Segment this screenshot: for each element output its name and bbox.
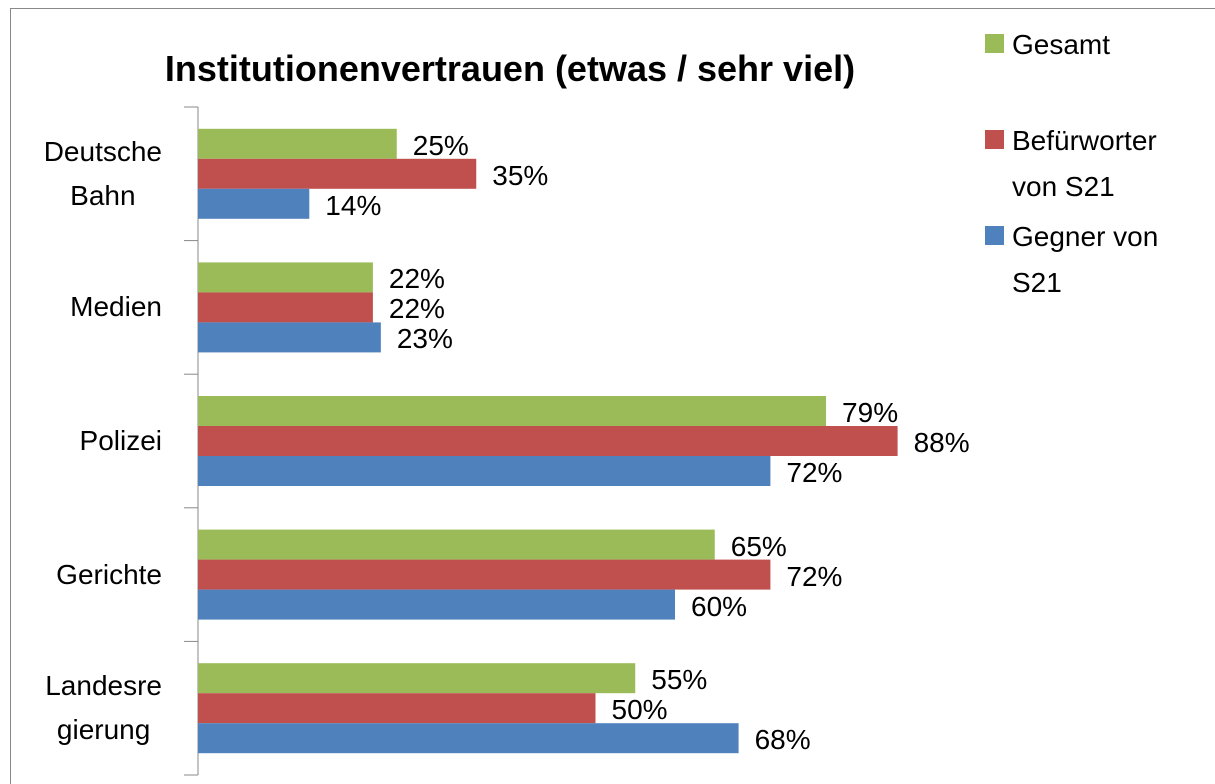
bar — [198, 663, 636, 694]
bar — [198, 723, 739, 754]
value-label: 25% — [412, 129, 469, 161]
bar — [198, 426, 898, 456]
legend-label: Gegner von S21 — [1012, 221, 1159, 298]
value-label: 72% — [786, 457, 843, 488]
value-label: 65% — [730, 530, 787, 562]
legend-swatch — [985, 130, 1004, 149]
category-label: Landesre gierung — [45, 670, 162, 746]
bar — [198, 188, 310, 219]
bar — [198, 262, 373, 293]
bar — [198, 396, 827, 426]
value-label: 22% — [388, 263, 445, 295]
value-label: 35% — [492, 159, 549, 191]
bar — [198, 322, 381, 353]
bar — [198, 693, 596, 724]
legend-label: Befürworter von S21 — [1012, 125, 1157, 202]
legend-swatch — [985, 34, 1004, 53]
bar — [198, 559, 771, 590]
chart-title: Institutionenvertrauen (etwas / sehr vie… — [164, 48, 856, 89]
value-label: 14% — [325, 189, 382, 221]
value-label: 60% — [691, 590, 748, 622]
bar — [198, 529, 715, 560]
value-label: 72% — [786, 560, 843, 592]
value-label: 55% — [651, 664, 708, 696]
bar — [198, 456, 771, 486]
category-label: Polizei — [79, 425, 162, 456]
value-label: 50% — [611, 694, 668, 726]
value-label: 23% — [396, 323, 453, 355]
bar — [198, 128, 397, 159]
bar — [198, 292, 373, 323]
value-label: 88% — [913, 427, 970, 458]
legend-swatch — [985, 226, 1004, 245]
value-label: 68% — [754, 724, 811, 756]
bar — [198, 158, 477, 189]
value-label: 79% — [842, 397, 899, 428]
category-label: Deutsche Bahn — [43, 135, 162, 211]
category-label: Medien — [70, 291, 162, 323]
frame — [10, 8, 1215, 784]
category-label: Gerichte — [56, 558, 162, 590]
value-label: 22% — [388, 293, 445, 325]
bar — [198, 589, 675, 620]
legend-label: Gesamt — [1012, 29, 1111, 60]
